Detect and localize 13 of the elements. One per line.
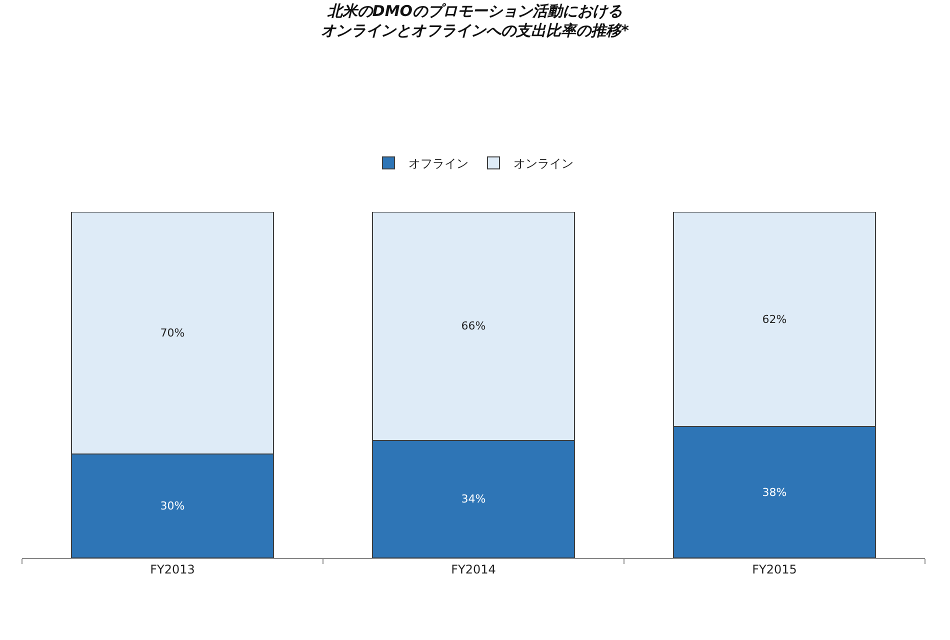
- legend-label: オフライン: [408, 156, 468, 171]
- data-label: 66%: [461, 320, 486, 333]
- data-label: 30%: [160, 500, 185, 513]
- data-label: 70%: [160, 326, 185, 340]
- chart-subtitle: オンラインとオフラインへの支出比率の推移*: [321, 22, 630, 40]
- x-tick-label: FY2013: [150, 562, 195, 576]
- data-label: 38%: [762, 486, 787, 499]
- data-label: 34%: [461, 492, 486, 506]
- x-tick-label: FY2014: [451, 562, 496, 576]
- legend-label: オンライン: [514, 156, 574, 171]
- data-label: 62%: [762, 312, 787, 326]
- chart-title: 北米のDMOのプロモーション活動における: [326, 2, 623, 20]
- x-tick-label: FY2015: [752, 562, 797, 576]
